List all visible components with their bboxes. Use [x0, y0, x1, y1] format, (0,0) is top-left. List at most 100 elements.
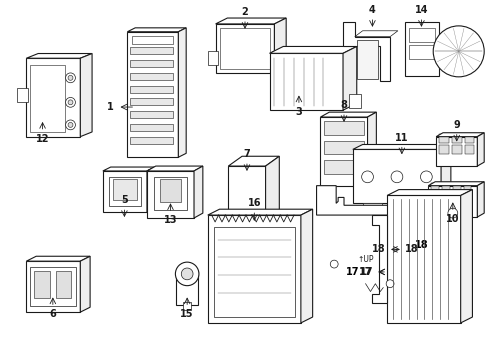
Polygon shape — [317, 186, 400, 298]
Polygon shape — [216, 18, 286, 24]
Bar — [436, 137, 477, 166]
Bar — [17, 87, 28, 102]
Bar — [127, 32, 178, 157]
Polygon shape — [266, 156, 279, 223]
Text: 1: 1 — [107, 102, 114, 112]
Text: 18: 18 — [371, 244, 385, 255]
Text: 16: 16 — [247, 198, 261, 208]
Bar — [183, 302, 191, 310]
Text: 11: 11 — [395, 132, 409, 143]
Bar — [431, 194, 439, 203]
Bar — [272, 51, 282, 65]
Bar — [324, 140, 364, 154]
Polygon shape — [26, 54, 92, 58]
Bar — [442, 183, 450, 192]
Circle shape — [420, 171, 432, 183]
Text: 13: 13 — [164, 215, 177, 225]
Circle shape — [330, 260, 338, 268]
Bar — [349, 94, 361, 108]
Bar — [113, 179, 137, 201]
Polygon shape — [274, 18, 286, 73]
Bar — [208, 215, 301, 323]
Bar — [409, 45, 435, 59]
Text: 9: 9 — [453, 120, 460, 130]
Text: 2: 2 — [242, 7, 248, 17]
Polygon shape — [343, 46, 357, 110]
Polygon shape — [441, 144, 451, 203]
Text: 3: 3 — [295, 107, 302, 117]
Bar — [320, 117, 368, 186]
Text: 15: 15 — [180, 309, 194, 319]
Polygon shape — [372, 215, 387, 303]
Bar — [154, 177, 187, 210]
Circle shape — [68, 122, 73, 127]
Bar — [208, 51, 218, 65]
Bar — [103, 171, 147, 212]
Bar — [130, 111, 173, 118]
Circle shape — [433, 26, 484, 77]
Bar — [214, 227, 295, 317]
Bar — [26, 58, 80, 137]
Bar — [453, 194, 461, 203]
Bar — [439, 44, 451, 63]
Bar — [160, 179, 181, 202]
Bar — [464, 194, 471, 203]
Polygon shape — [208, 209, 313, 215]
Text: 14: 14 — [415, 5, 428, 15]
Bar — [357, 40, 378, 79]
Polygon shape — [178, 28, 186, 157]
Bar — [439, 134, 449, 143]
Circle shape — [448, 208, 458, 218]
Bar — [147, 171, 194, 218]
Bar — [220, 28, 270, 69]
Text: 12: 12 — [36, 134, 49, 144]
Text: 17: 17 — [360, 267, 373, 277]
Bar — [439, 145, 449, 154]
Polygon shape — [353, 144, 451, 149]
Circle shape — [66, 98, 75, 107]
Text: 17: 17 — [359, 267, 372, 277]
Circle shape — [391, 171, 403, 183]
Circle shape — [68, 75, 73, 80]
Polygon shape — [320, 112, 376, 117]
Bar — [56, 271, 72, 298]
Text: 17: 17 — [346, 267, 360, 277]
Circle shape — [362, 171, 373, 183]
Bar — [130, 60, 173, 67]
Polygon shape — [355, 31, 398, 37]
Polygon shape — [477, 182, 484, 217]
Circle shape — [68, 100, 73, 105]
Bar — [216, 24, 274, 73]
Polygon shape — [80, 54, 92, 137]
Bar — [130, 48, 173, 54]
Circle shape — [386, 280, 394, 288]
Polygon shape — [228, 166, 266, 223]
Bar — [130, 137, 173, 144]
Circle shape — [181, 268, 193, 280]
Bar — [34, 271, 50, 298]
Bar — [453, 183, 461, 192]
Polygon shape — [368, 112, 376, 186]
Bar — [130, 98, 173, 105]
Bar — [431, 183, 439, 192]
Bar — [452, 145, 462, 154]
Polygon shape — [228, 156, 279, 166]
Bar — [30, 267, 76, 306]
Polygon shape — [103, 167, 155, 171]
Bar — [442, 194, 450, 203]
Polygon shape — [387, 190, 472, 195]
Polygon shape — [301, 209, 313, 323]
Polygon shape — [270, 46, 357, 53]
Text: 5: 5 — [121, 195, 128, 205]
Circle shape — [66, 120, 75, 130]
Circle shape — [175, 262, 199, 285]
Bar — [465, 145, 474, 154]
Bar — [405, 22, 439, 76]
Polygon shape — [428, 182, 484, 186]
Bar — [130, 124, 173, 131]
Text: 18: 18 — [405, 244, 418, 255]
Polygon shape — [477, 133, 484, 166]
Bar — [130, 86, 173, 93]
Bar — [390, 203, 410, 211]
Bar — [464, 183, 471, 192]
